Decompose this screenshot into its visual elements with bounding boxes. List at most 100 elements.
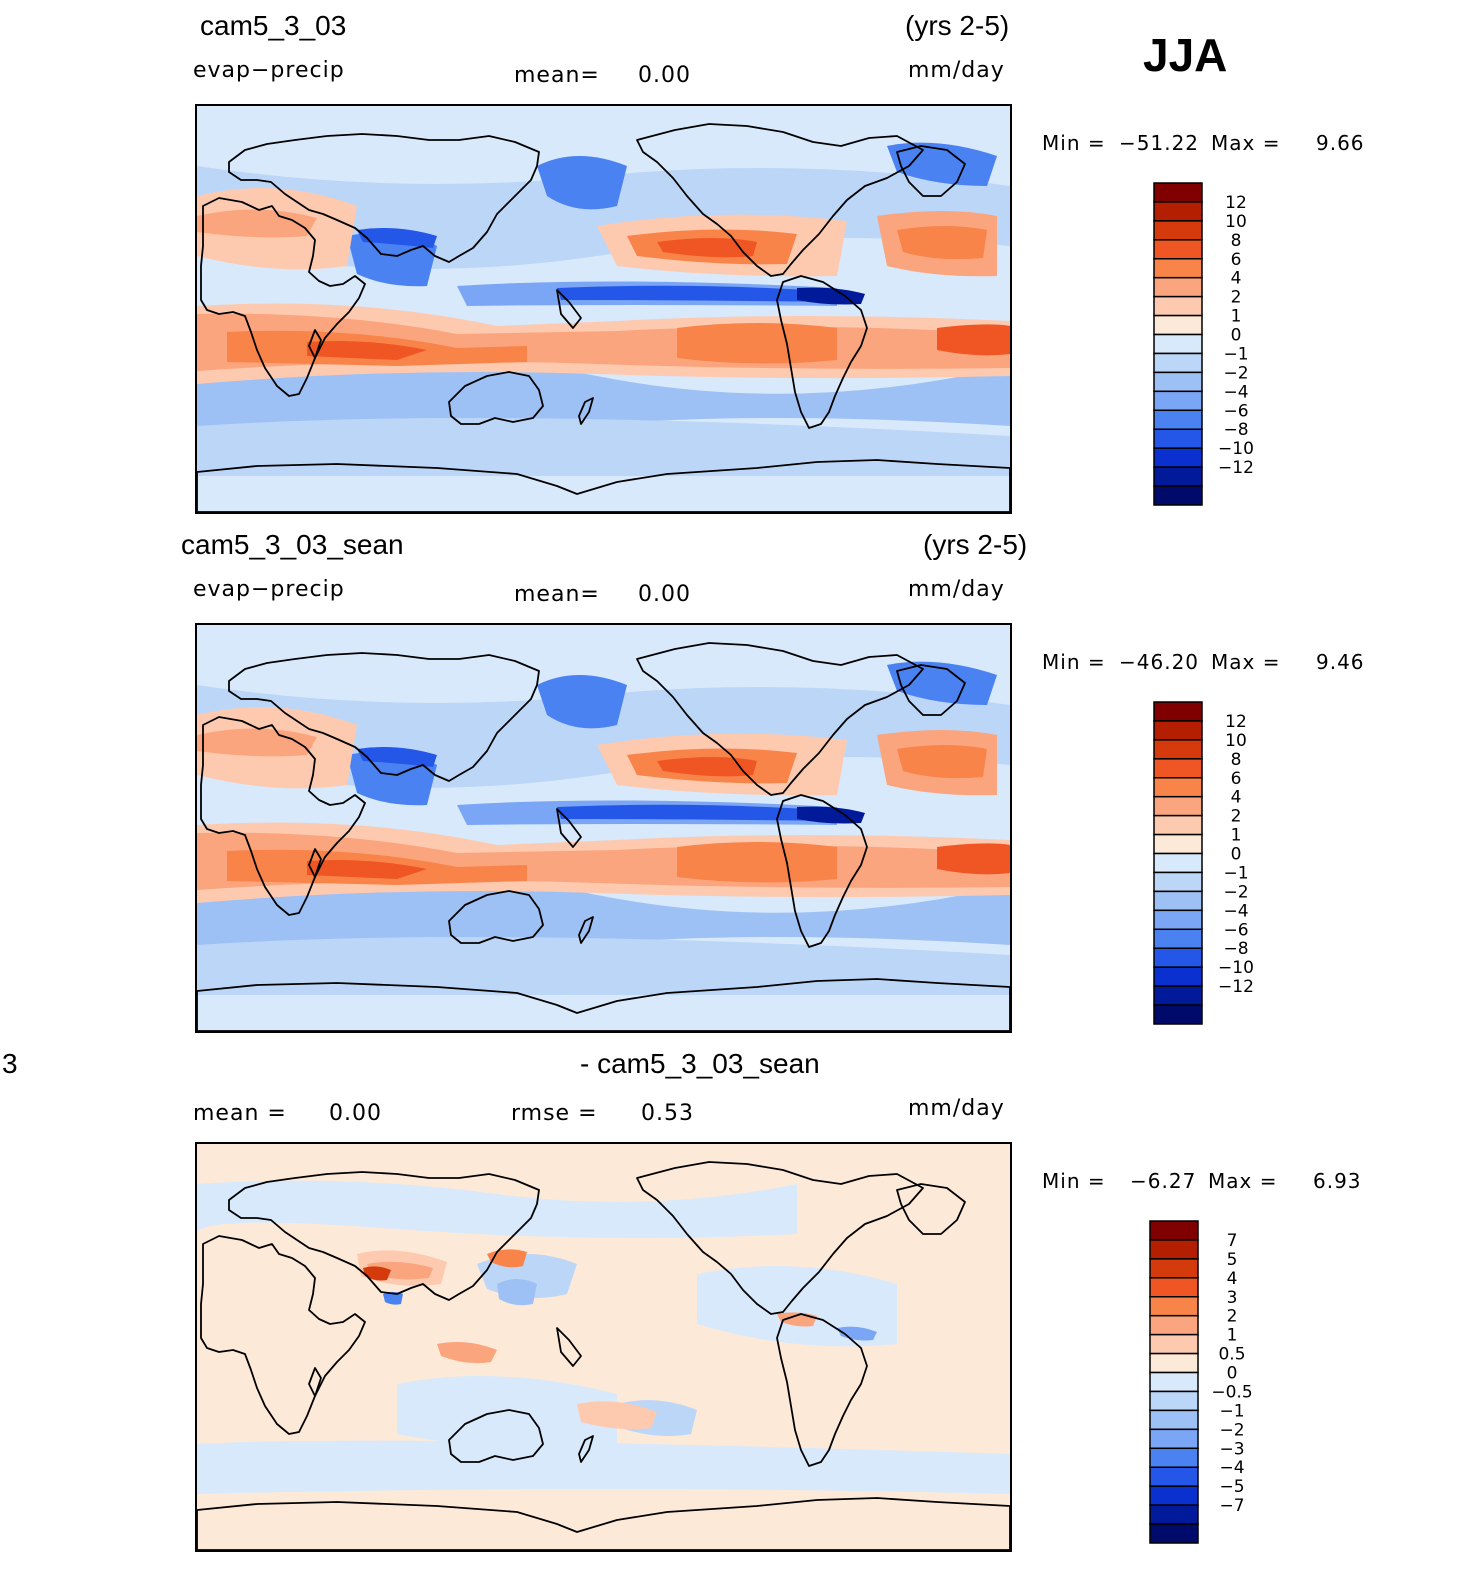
colorbar-box: [1153, 447, 1203, 468]
colorbar-box: [1153, 428, 1203, 449]
panel-top-map-svg: [197, 106, 1010, 512]
panel-top-years: (yrs 2-5): [905, 10, 1010, 41]
colorbar-tick-label: 6: [1231, 250, 1242, 270]
panel-top-map: [195, 104, 1012, 514]
coastline: [308, 848, 322, 878]
contour-region: [537, 156, 627, 210]
panel-middle-map: [195, 623, 1012, 1033]
colorbar-tick-label: 1: [1231, 307, 1242, 327]
panel-middle-mean-label: mean=: [514, 582, 600, 607]
panel-bottom-min-label: Min =: [1042, 1169, 1106, 1193]
panel-middle-max-label: Max =: [1211, 650, 1281, 674]
colorbar-tick-label: −1: [1219, 1401, 1244, 1421]
colorbar-box: [1149, 1447, 1199, 1468]
colorbar-tick-label: −1: [1223, 863, 1248, 883]
colorbar-box: [1149, 1485, 1199, 1506]
colorbar-tick-label: 10: [1225, 212, 1247, 232]
contour-region: [437, 1342, 497, 1364]
contour-region: [837, 1326, 877, 1341]
coastline: [228, 133, 540, 263]
colorbar-box: [1153, 295, 1203, 317]
coastline: [308, 329, 322, 359]
coastline: [776, 794, 868, 948]
colorbar-box: [1153, 409, 1203, 430]
contour-region: [657, 238, 757, 258]
colorbar-box: [1149, 1258, 1199, 1279]
colorbar-tick-label: −4: [1223, 901, 1248, 921]
colorbar-tick-label: 2: [1227, 1307, 1238, 1327]
colorbar-tick-label: 5: [1227, 1250, 1238, 1270]
colorbar-tick-label: −3: [1219, 1439, 1244, 1459]
contour-region: [897, 226, 987, 260]
season-label: JJA: [1143, 29, 1228, 81]
colorbar-tick-label: −0.5: [1211, 1382, 1252, 1402]
panel-bottom-max-label: Max =: [1208, 1169, 1278, 1193]
contour-region: [307, 860, 427, 879]
colorbar-box: [1153, 966, 1203, 987]
contour-region: [577, 1401, 657, 1430]
coastline: [896, 145, 966, 197]
colorbar-tick-label: 2: [1231, 807, 1242, 827]
colorbar-tick-label: 6: [1231, 769, 1242, 789]
panel-middle-max-value: 9.46: [1316, 650, 1365, 674]
colorbar-tick-label: −8: [1223, 420, 1248, 440]
contour-region: [497, 1279, 537, 1306]
colorbar-tick-label: −1: [1223, 344, 1248, 364]
colorbar-tick-label: −8: [1223, 939, 1248, 959]
contour-region: [937, 324, 1010, 356]
contour-region: [487, 1249, 527, 1268]
coastline: [200, 197, 366, 397]
contour-region: [197, 937, 1010, 995]
colorbar-tick-label: 8: [1231, 750, 1242, 770]
contour-region: [937, 843, 1010, 875]
colorbar-tick-label: −6: [1223, 401, 1248, 421]
panel-bottom-title: - cam5_3_03_sean: [580, 1048, 820, 1079]
panel-top-mean-value: 0.00: [638, 63, 691, 88]
colorbar-box: [1153, 985, 1203, 1006]
colorbar-box: [1153, 390, 1203, 412]
contour-region: [197, 1440, 1010, 1494]
colorbar-box: [1153, 928, 1203, 949]
panel-middle-mean-value: 0.00: [638, 582, 691, 607]
colorbar-box: [1153, 239, 1203, 260]
colorbar-box: [1149, 1504, 1199, 1525]
coastline: [448, 890, 544, 944]
colorbar-box: [1149, 1333, 1199, 1355]
contour-region: [797, 287, 865, 305]
colorbar-box: [1153, 371, 1203, 393]
colorbar-box: [1153, 739, 1203, 760]
coastline: [197, 459, 1010, 512]
colorbar-box: [1149, 1428, 1199, 1450]
contour-region: [887, 142, 997, 186]
colorbar-tick-label: −10: [1218, 439, 1254, 459]
panel-middle-units: mm/day: [908, 577, 1005, 602]
coastline: [578, 1435, 594, 1463]
panel-top-min-label: Min =: [1042, 131, 1106, 155]
colorbar-box: [1153, 890, 1203, 912]
colorbar-box: [1153, 314, 1203, 336]
panel-bottom-min-value: −6.27: [1130, 1169, 1197, 1193]
contour-region: [657, 757, 757, 777]
coastline: [200, 716, 366, 916]
colorbar-tick-label: −2: [1223, 363, 1248, 383]
panel-top-colorbar: 12 10 8 6 4 2 1 0 −1 −2 −4 −6 −8 −10 −12: [1153, 182, 1294, 513]
panel-middle-years: (yrs 2-5): [923, 529, 1028, 560]
colorbar-box: [1153, 720, 1203, 741]
contour-region: [697, 1266, 897, 1347]
colorbar-box: [1149, 1239, 1199, 1260]
coastline: [228, 652, 540, 782]
coastline: [578, 397, 594, 425]
panel-top-min-value: −51.22: [1119, 131, 1200, 155]
colorbar-box: [1149, 1352, 1199, 1374]
colorbar-box: [1153, 182, 1203, 203]
colorbar-tick-label: −7: [1219, 1496, 1244, 1516]
colorbar-tick-label: −2: [1219, 1420, 1244, 1440]
panel-top-variable: evap−precip: [193, 58, 345, 83]
panel-bottom-rmse-label: rmse =: [511, 1101, 598, 1126]
panel-bottom-mean-label: mean =: [193, 1101, 287, 1126]
colorbar-tick-label: 7: [1227, 1231, 1238, 1251]
panel-top-units: mm/day: [908, 58, 1005, 83]
colorbar-box: [1149, 1523, 1199, 1544]
colorbar-box: [1153, 352, 1203, 374]
